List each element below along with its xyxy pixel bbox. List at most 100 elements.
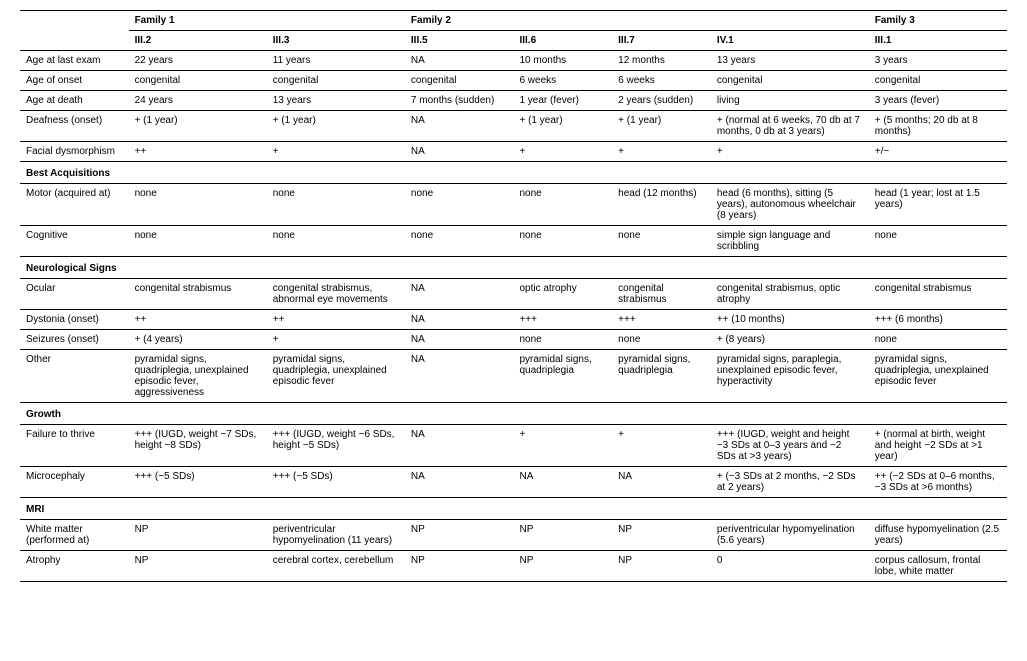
row-label: White matter (performed at) (20, 520, 129, 551)
cell: NA (405, 142, 514, 162)
cell: none (612, 226, 711, 257)
row-label: Age at death (20, 91, 129, 111)
family-1-header: Family 1 (129, 11, 405, 31)
cell: NA (405, 51, 514, 71)
cell: none (267, 226, 405, 257)
cell: ++ (10 months) (711, 310, 869, 330)
cell: +++ (6 months) (869, 310, 1007, 330)
cell: + (normal at birth, weight and height −2… (869, 425, 1007, 467)
cell: 0 (711, 551, 869, 582)
cell: NA (513, 467, 612, 498)
cell: + (612, 425, 711, 467)
row-label: Atrophy (20, 551, 129, 582)
cell: corpus callosum, frontal lobe, white mat… (869, 551, 1007, 582)
cell: + (normal at 6 weeks, 70 db at 7 months,… (711, 111, 869, 142)
cell: + (1 year) (513, 111, 612, 142)
cell: pyramidal signs, quadriplegia, unexplain… (129, 350, 267, 403)
cell: 22 years (129, 51, 267, 71)
cell: periventricular hypomyelination (11 year… (267, 520, 405, 551)
table-row: Deafness (onset) + (1 year) + (1 year) N… (20, 111, 1007, 142)
col-header: III.2 (129, 31, 267, 51)
individual-header-row: III.2 III.3 III.5 III.6 III.7 IV.1 III.1 (20, 31, 1007, 51)
family-3-header: Family 3 (869, 11, 1007, 31)
cell: + (513, 425, 612, 467)
cell: NP (405, 520, 514, 551)
cell: none (405, 226, 514, 257)
cell: 6 weeks (612, 71, 711, 91)
cell: NP (129, 520, 267, 551)
table-row: Age at death 24 years 13 years 7 months … (20, 91, 1007, 111)
cell: ++ (−2 SDs at 0–6 months, −3 SDs at >6 m… (869, 467, 1007, 498)
row-label: Facial dysmorphism (20, 142, 129, 162)
family-2-header: Family 2 (405, 11, 869, 31)
row-label: Microcephaly (20, 467, 129, 498)
cell: NA (405, 310, 514, 330)
cell: +++ (612, 310, 711, 330)
cell: + (267, 142, 405, 162)
cell: 3 years (869, 51, 1007, 71)
cell: congenital (129, 71, 267, 91)
cell: +++ (IUGD, weight −7 SDs, height −8 SDs) (129, 425, 267, 467)
row-label: Dystonia (onset) (20, 310, 129, 330)
table-row: Atrophy NP cerebral cortex, cerebellum N… (20, 551, 1007, 582)
section-label: Growth (20, 403, 1007, 425)
cell: NP (129, 551, 267, 582)
cell: NA (405, 279, 514, 310)
section-neurological: Neurological Signs (20, 257, 1007, 279)
table-row: Ocular congenital strabismus congenital … (20, 279, 1007, 310)
cell: NA (405, 425, 514, 467)
cell: 7 months (sudden) (405, 91, 514, 111)
cell: none (612, 330, 711, 350)
cell: 12 months (612, 51, 711, 71)
cell: congenital (869, 71, 1007, 91)
cell: + (513, 142, 612, 162)
cell: 13 years (711, 51, 869, 71)
cell: head (6 months), sitting (5 years), auto… (711, 184, 869, 226)
cell: + (1 year) (129, 111, 267, 142)
cell: NA (405, 330, 514, 350)
table-row: Other pyramidal signs, quadriplegia, une… (20, 350, 1007, 403)
cell: 13 years (267, 91, 405, 111)
col-header: III.6 (513, 31, 612, 51)
cell: + (5 months; 20 db at 8 months) (869, 111, 1007, 142)
cell: 10 months (513, 51, 612, 71)
cell: none (267, 184, 405, 226)
cell: NP (513, 520, 612, 551)
cell: NA (612, 467, 711, 498)
table-row: Seizures (onset) + (4 years) + NA none n… (20, 330, 1007, 350)
cell: congenital (405, 71, 514, 91)
cell: 24 years (129, 91, 267, 111)
cell: 2 years (sudden) (612, 91, 711, 111)
cell: +++ (513, 310, 612, 330)
cell: +/− (869, 142, 1007, 162)
cell: NA (405, 111, 514, 142)
table-row: Cognitive none none none none none simpl… (20, 226, 1007, 257)
row-label: Age of onset (20, 71, 129, 91)
cell: diffuse hypomyelination (2.5 years) (869, 520, 1007, 551)
family-header-row: Family 1 Family 2 Family 3 (20, 11, 1007, 31)
cell: congenital strabismus, optic atrophy (711, 279, 869, 310)
cell: living (711, 91, 869, 111)
cell: ++ (129, 310, 267, 330)
cell: +++ (IUGD, weight −6 SDs, height −5 SDs) (267, 425, 405, 467)
cell: ++ (129, 142, 267, 162)
row-label: Failure to thrive (20, 425, 129, 467)
table-row: Facial dysmorphism ++ + NA + + + +/− (20, 142, 1007, 162)
cell: 3 years (fever) (869, 91, 1007, 111)
cell: congenital strabismus (612, 279, 711, 310)
cell: NP (405, 551, 514, 582)
blank-header (20, 11, 129, 31)
cell: + (1 year) (612, 111, 711, 142)
cell: congenital strabismus (129, 279, 267, 310)
cell: pyramidal signs, quadriplegia, unexplain… (267, 350, 405, 403)
cell: ++ (267, 310, 405, 330)
cell: periventricular hypomyelination (5.6 yea… (711, 520, 869, 551)
cell: NP (612, 551, 711, 582)
table-row: Age of onset congenital congenital conge… (20, 71, 1007, 91)
col-header: III.1 (869, 31, 1007, 51)
cell: + (−3 SDs at 2 months, −2 SDs at 2 years… (711, 467, 869, 498)
cell: congenital (267, 71, 405, 91)
row-label: Cognitive (20, 226, 129, 257)
cell: cerebral cortex, cerebellum (267, 551, 405, 582)
col-header: III.5 (405, 31, 514, 51)
